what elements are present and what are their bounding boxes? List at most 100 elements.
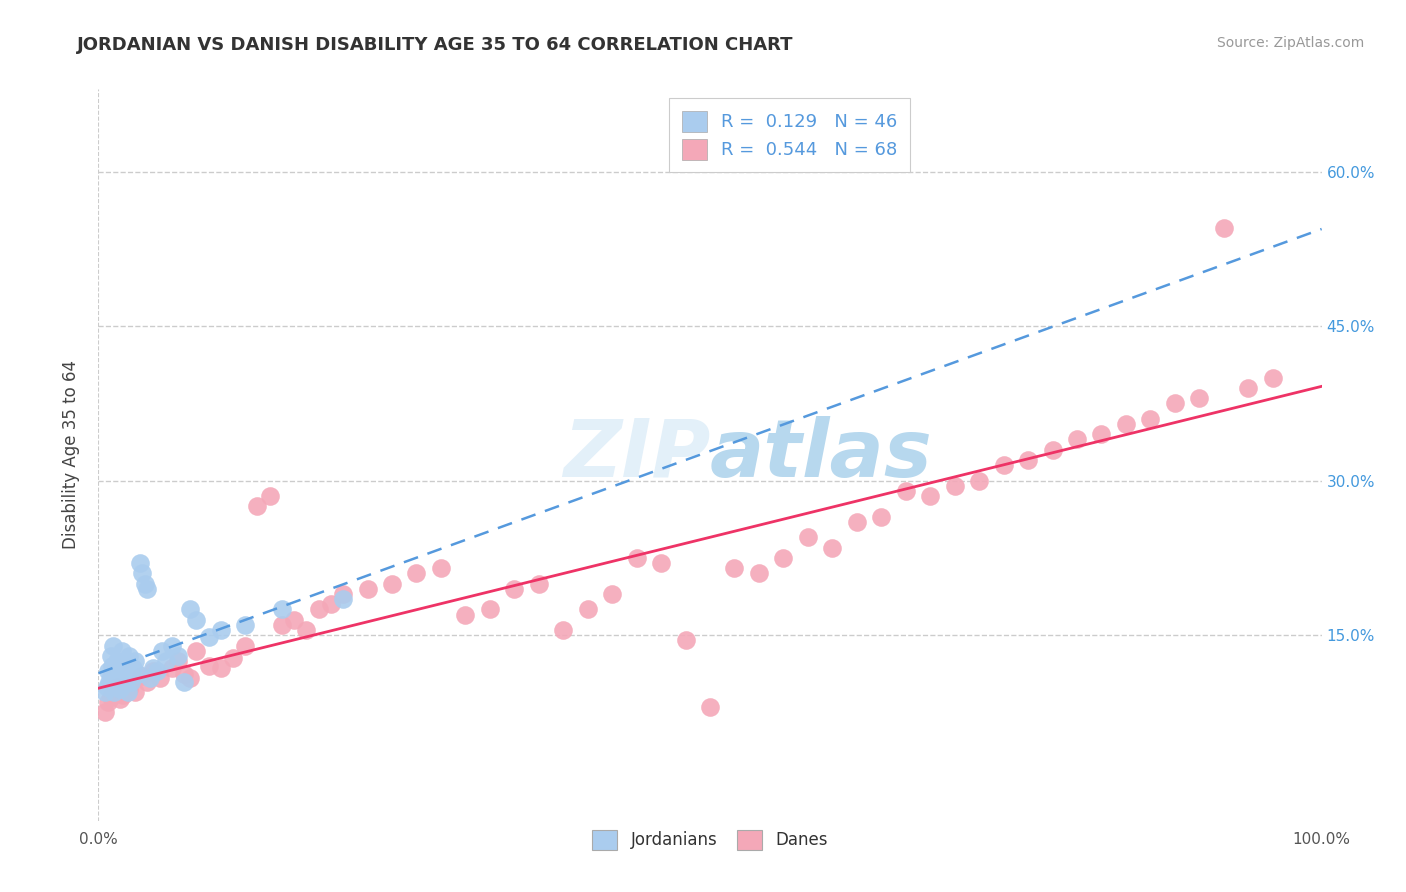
- Point: [121, 661, 143, 675]
- Point: [332, 592, 354, 607]
- Point: [149, 672, 172, 686]
- Point: [1017, 453, 1039, 467]
- Point: [103, 685, 125, 699]
- Point: [101, 685, 124, 699]
- Point: [1042, 442, 1064, 457]
- Point: [553, 623, 575, 637]
- Point: [129, 556, 152, 570]
- Point: [870, 509, 893, 524]
- Point: [723, 561, 745, 575]
- Point: [124, 685, 146, 699]
- Point: [131, 566, 153, 581]
- Point: [115, 657, 138, 671]
- Point: [797, 530, 820, 544]
- Point: [100, 690, 122, 704]
- Point: [124, 654, 146, 668]
- Point: [179, 672, 201, 686]
- Point: [118, 681, 141, 696]
- Point: [993, 458, 1015, 473]
- Point: [209, 661, 232, 675]
- Point: [222, 651, 245, 665]
- Point: [675, 633, 697, 648]
- Point: [319, 597, 342, 611]
- Point: [186, 643, 208, 657]
- Point: [118, 648, 141, 663]
- Point: [173, 674, 195, 689]
- Point: [1212, 221, 1234, 235]
- Point: [110, 681, 132, 696]
- Point: [967, 474, 990, 488]
- Point: [96, 680, 118, 694]
- Point: [110, 692, 132, 706]
- Point: [233, 639, 256, 653]
- Point: [93, 685, 115, 699]
- Point: [142, 661, 165, 675]
- Point: [1115, 417, 1137, 431]
- Point: [136, 674, 159, 689]
- Point: [112, 665, 135, 679]
- Point: [332, 587, 354, 601]
- Point: [503, 582, 526, 596]
- Point: [93, 706, 115, 720]
- Point: [233, 618, 256, 632]
- Point: [1188, 391, 1211, 405]
- Point: [1066, 433, 1088, 447]
- Point: [626, 550, 648, 565]
- Point: [108, 667, 131, 681]
- Point: [173, 667, 195, 681]
- Point: [845, 515, 868, 529]
- Point: [1237, 381, 1260, 395]
- Point: [943, 479, 966, 493]
- Point: [650, 556, 672, 570]
- Point: [699, 700, 721, 714]
- Point: [179, 602, 201, 616]
- Point: [295, 623, 318, 637]
- Point: [111, 678, 134, 692]
- Point: [356, 582, 378, 596]
- Point: [104, 672, 127, 686]
- Point: [405, 566, 427, 581]
- Text: ZIP: ZIP: [562, 416, 710, 494]
- Y-axis label: Disability Age 35 to 64: Disability Age 35 to 64: [62, 360, 80, 549]
- Point: [107, 680, 129, 694]
- Point: [98, 674, 121, 689]
- Point: [167, 648, 190, 663]
- Point: [105, 654, 128, 668]
- Point: [129, 669, 152, 683]
- Point: [117, 685, 139, 699]
- Point: [430, 561, 453, 575]
- Point: [1164, 396, 1187, 410]
- Point: [111, 688, 134, 702]
- Point: [160, 661, 183, 675]
- Point: [120, 674, 142, 689]
- Point: [167, 654, 190, 668]
- Text: JORDANIAN VS DANISH DISABILITY AGE 35 TO 64 CORRELATION CHART: JORDANIAN VS DANISH DISABILITY AGE 35 TO…: [77, 36, 794, 54]
- Point: [160, 639, 183, 653]
- Point: [136, 582, 159, 596]
- Point: [1139, 412, 1161, 426]
- Point: [134, 576, 156, 591]
- Point: [146, 665, 169, 679]
- Point: [308, 602, 330, 616]
- Point: [527, 576, 550, 591]
- Point: [246, 500, 269, 514]
- Point: [1261, 370, 1284, 384]
- Point: [105, 680, 128, 694]
- Point: [600, 587, 623, 601]
- Point: [100, 669, 122, 683]
- Point: [748, 566, 770, 581]
- Point: [454, 607, 477, 622]
- Point: [100, 648, 122, 663]
- Point: [1090, 427, 1112, 442]
- Text: atlas: atlas: [710, 416, 932, 494]
- Point: [270, 618, 294, 632]
- Point: [97, 695, 120, 709]
- Point: [381, 576, 404, 591]
- Legend: Jordanians, Danes: Jordanians, Danes: [585, 823, 835, 856]
- Point: [139, 672, 162, 686]
- Point: [576, 602, 599, 616]
- Point: [283, 613, 305, 627]
- Point: [920, 489, 942, 503]
- Point: [894, 483, 917, 498]
- Point: [821, 541, 844, 555]
